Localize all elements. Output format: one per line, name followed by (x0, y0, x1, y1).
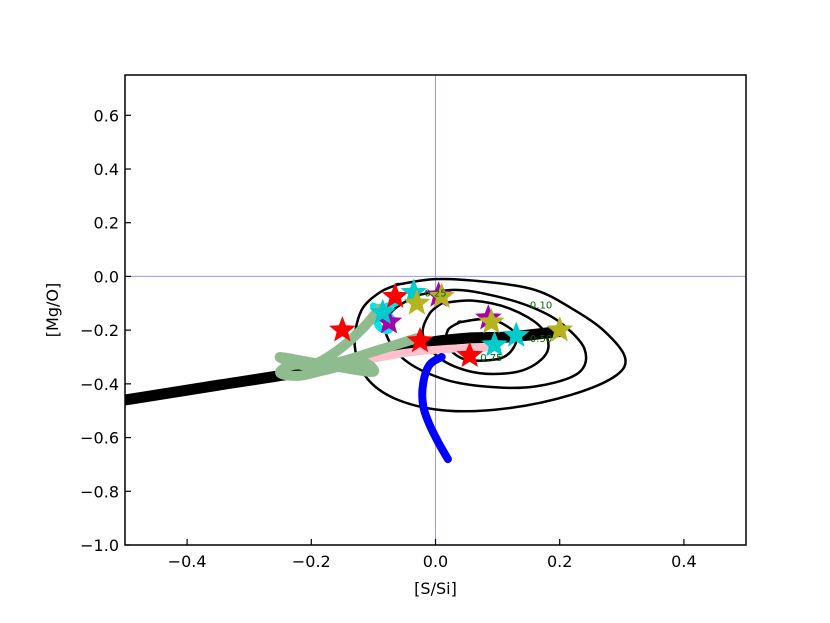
star-marker (329, 316, 356, 342)
plot-area: 0.25 0.10 0.50 0.75 (125, 75, 746, 545)
star-marker (428, 282, 455, 308)
star-marker (406, 326, 434, 353)
y-tick-label: −0.2 (80, 321, 119, 340)
x-tick-label: 0.0 (423, 552, 448, 571)
x-tick-label: −0.2 (292, 552, 331, 571)
x-axis-label: [S/Si] (414, 579, 457, 598)
contour-label: 0.50 (530, 334, 552, 345)
y-axis-label: [Mg/O] (43, 283, 62, 337)
y-tick-label: 0.4 (94, 160, 119, 179)
star-marker (481, 330, 508, 357)
contour-label: 0.25 (424, 289, 446, 300)
star-marker (369, 298, 396, 324)
y-tick-label: −0.8 (80, 482, 119, 501)
x-tick-label: −0.4 (168, 552, 207, 571)
y-tick-label: −0.6 (80, 429, 119, 448)
star-marker (546, 316, 573, 342)
x-tick-label: 0.4 (671, 552, 696, 571)
y-tick-label: 0.2 (94, 214, 119, 233)
contour-line (421, 299, 550, 376)
y-tick-label: −1.0 (80, 536, 119, 555)
axis-ticks: −0.4 −0.2 0.0 0.2 0.4 −1.0 −0.8 −0.6 −0.4 −0.2 0.0… (80, 106, 696, 571)
series-line (418, 353, 452, 464)
x-tick-label: 0.2 (547, 552, 572, 571)
contour-label: 0.75 (480, 353, 502, 364)
series-line (274, 303, 422, 381)
y-tick-label: −0.4 (80, 375, 119, 394)
y-tick-label: 0.0 (94, 267, 119, 286)
star-marker (456, 341, 483, 367)
star-marker (381, 282, 409, 308)
contour-line (353, 277, 627, 413)
star-marker (403, 289, 431, 315)
contour-label: 0.10 (530, 301, 552, 312)
y-tick-label: 0.6 (94, 106, 119, 125)
star-marker (478, 308, 505, 334)
star-marker (502, 321, 530, 347)
star-marker (400, 278, 428, 304)
